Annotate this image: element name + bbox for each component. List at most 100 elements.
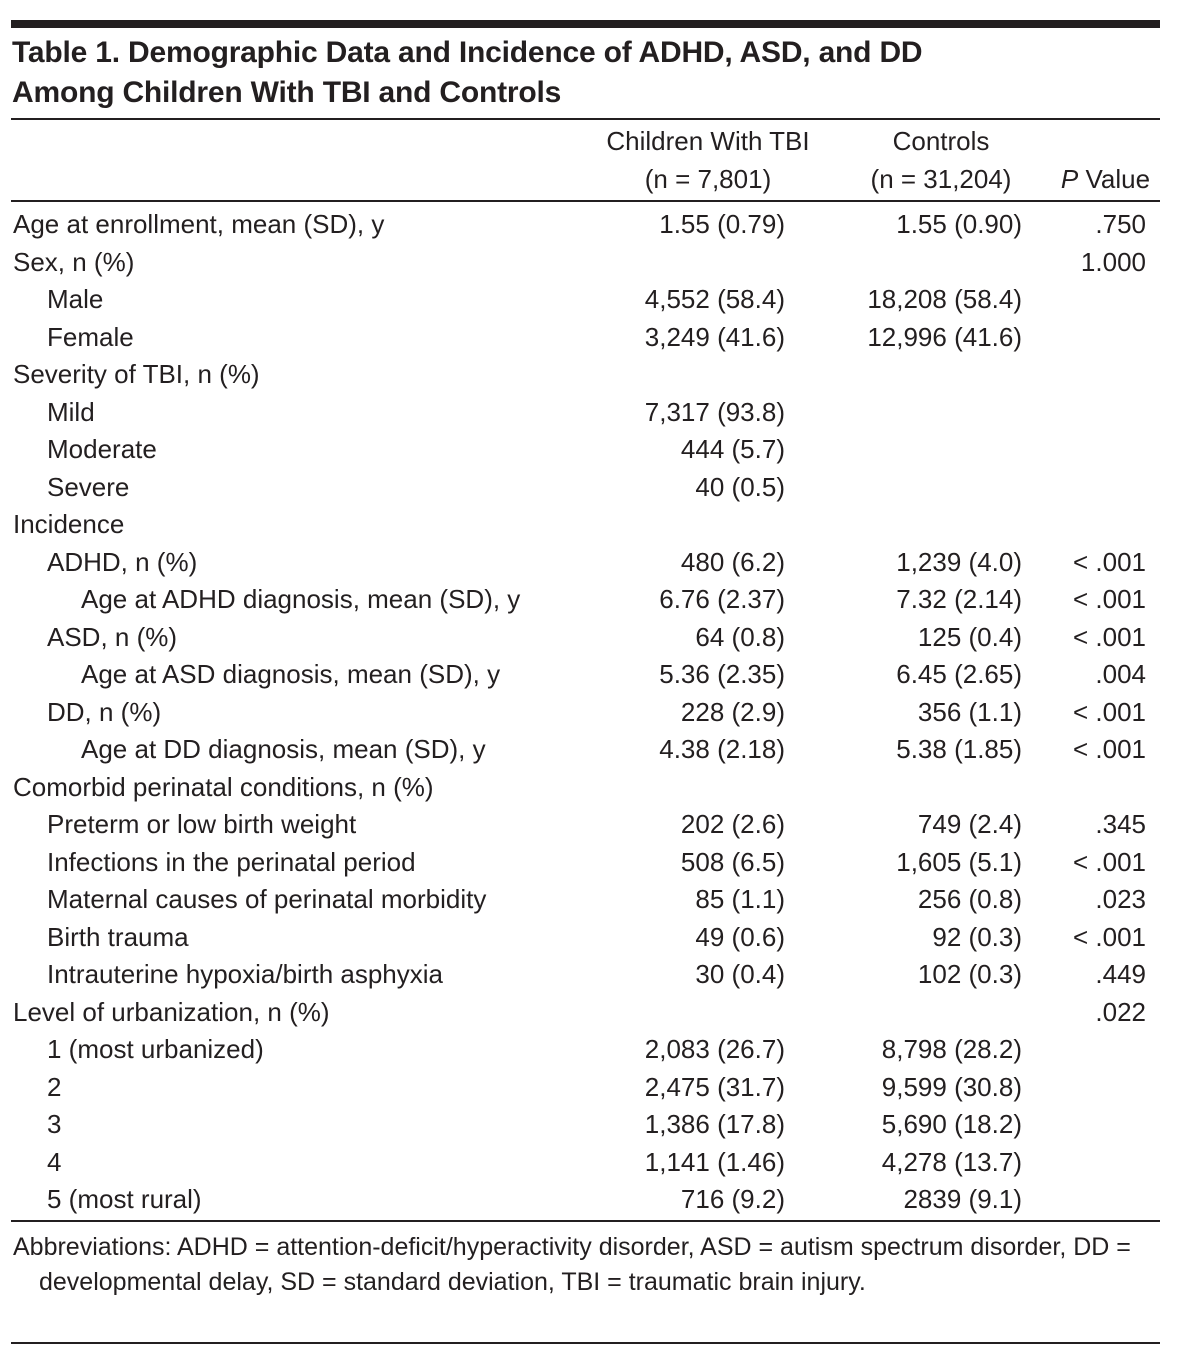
table-footnote: Abbreviations: ADHD = attention-deficit/… [13,1233,1131,1296]
cell-tbi: 5.36 (2.35) [659,659,785,689]
row-label: Mild [47,396,95,427]
row-label: Age at ADHD diagnosis, mean (SD), y [81,584,521,614]
header-controls-n: (n = 31,204) [870,164,1012,194]
row-label: Age at enrollment, mean (SD), y [13,209,385,239]
cell-p-value: < .001 [1072,584,1146,614]
table-bottom-rule [11,1220,1160,1222]
row-label: 1 (most urbanized) [47,1034,264,1064]
cell-controls: 125 (0.4) [917,621,1022,652]
cell-controls: 4,278 (13.7) [881,1146,1022,1177]
row-label: Female [47,321,134,352]
table-row: ASD, n (%) 64 (0.8) 125 (0.4) < .001 [11,619,1160,657]
cell-p-value: .023 [1095,884,1146,914]
cell-controls: 749 (2.4) [917,809,1022,839]
header-p-value: P Value [1051,160,1160,198]
table-row: 1 (most urbanized) 2,083 (26.7) 8,798 (28.… [11,1031,1160,1069]
row-label: 3 [47,1109,62,1139]
cell-tbi: 202 (2.6) [680,809,785,839]
cell-tbi: 40 (0.5) [695,471,785,502]
table-row: Preterm or low birth weight 202 (2.6) 749 … [11,806,1160,844]
row-label: ASD, n (%) [47,621,178,652]
table-row: Incidence [11,506,1160,544]
cell-controls: 356 (1.1) [917,696,1022,727]
cell-tbi: 4.38 (2.18) [659,734,785,764]
header-tbi-label: Children With TBI [606,126,810,156]
row-label: Birth trauma [47,921,189,952]
cell-tbi: 85 (1.1) [695,884,785,914]
header-p-italic: P [1060,164,1079,194]
cell-tbi: 2,083 (26.7) [644,1034,785,1064]
cell-p-value: .750 [1095,209,1146,239]
table-row: Infections in the perinatal period 508 (6… [11,844,1160,882]
row-label: ADHD, n (%) [47,546,198,577]
cell-tbi: 64 (0.8) [695,621,785,652]
table-row: Sex, n (%) 1.000 [11,244,1160,282]
cell-controls: 18,208 (58.4) [867,284,1022,314]
cell-p-value: .004 [1095,659,1146,689]
table-row: Maternal causes of perinatal morbidity 85… [11,881,1160,919]
row-label: 5 (most rural) [47,1184,202,1214]
table-row: Comorbid perinatal conditions, n (%) [11,769,1160,807]
cell-controls: 9,599 (30.8) [881,1071,1022,1102]
header-p-rest: Value [1078,164,1151,194]
row-label: Male [47,284,104,314]
row-label: Severe [47,471,130,502]
cell-tbi: 480 (6.2) [680,546,785,577]
row-label: 2 [47,1071,62,1102]
cell-tbi: 508 (6.5) [680,846,785,877]
cell-tbi: 49 (0.6) [695,921,785,952]
cell-p-value: < .001 [1072,734,1146,764]
cell-controls: 1,605 (5.1) [896,846,1022,877]
row-label: 4 [47,1146,62,1177]
table-row: Severe 40 (0.5) [11,469,1160,507]
table-row: 4 1,141 (1.46) 4,278 (13.7) [11,1144,1160,1182]
table-title-line1: Table 1. Demographic Data and Incidence … [12,36,923,69]
cell-controls: 12,996 (41.6) [867,321,1022,352]
table-row: Age at DD diagnosis, mean (SD), y 4.38 (2… [11,731,1160,769]
header-top-rule [11,118,1160,120]
cell-p-value: .449 [1095,959,1146,989]
table-title-line2: Among Children With TBI and Controls [12,76,562,109]
table-row: Level of urbanization, n (%) .022 [11,994,1160,1032]
row-label: Sex, n (%) [13,246,135,277]
cell-p-value: < .001 [1072,546,1146,577]
cell-tbi: 2,475 (31.7) [644,1071,785,1102]
table-row: Mild 7,317 (93.8) [11,394,1160,432]
table-row: ADHD, n (%) 480 (6.2) 1,239 (4.0) < .001 [11,544,1160,582]
cell-tbi: 7,317 (93.8) [644,396,785,427]
row-label: DD, n (%) [47,696,162,727]
table-top-rule [11,20,1160,28]
cell-controls: 102 (0.3) [917,959,1022,989]
table-row: Moderate 444 (5.7) [11,431,1160,469]
cell-tbi: 30 (0.4) [695,959,785,989]
footnote-bottom-rule [11,1342,1160,1344]
table-row: DD, n (%) 228 (2.9) 356 (1.1) < .001 [11,694,1160,732]
row-label: Incidence [13,509,125,539]
row-label: Infections in the perinatal period [47,846,416,877]
cell-tbi: 3,249 (41.6) [644,321,785,352]
cell-tbi: 4,552 (58.4) [644,284,785,314]
table-header: Children With TBI (n = 7,801) Controls (… [11,122,1160,200]
cell-p-value: < .001 [1072,696,1146,727]
cell-p-value: .022 [1095,996,1146,1027]
cell-controls: 2839 (9.1) [903,1184,1022,1214]
cell-p-value: < .001 [1072,921,1146,952]
cell-controls: 5.38 (1.85) [896,734,1022,764]
cell-p-value: < .001 [1072,621,1146,652]
table-row: Severity of TBI, n (%) [11,356,1160,394]
table-row: 3 1,386 (17.8) 5,690 (18.2) [11,1106,1160,1144]
row-label: Age at DD diagnosis, mean (SD), y [81,734,486,764]
cell-tbi: 444 (5.7) [680,434,785,464]
row-label: Preterm or low birth weight [47,809,357,839]
cell-controls: 1,239 (4.0) [896,546,1022,577]
cell-controls: 7.32 (2.14) [896,584,1022,614]
cell-controls: 8,798 (28.2) [881,1034,1022,1064]
cell-p-value: 1.000 [1080,246,1146,277]
cell-controls: 1.55 (0.90) [896,209,1022,239]
cell-tbi: 228 (2.9) [680,696,785,727]
cell-controls: 256 (0.8) [917,884,1022,914]
row-label: Age at ASD diagnosis, mean (SD), y [81,659,501,689]
cell-tbi: 1,386 (17.8) [644,1109,785,1139]
header-controls-label: Controls [892,126,990,156]
row-label: Level of urbanization, n (%) [13,996,330,1027]
